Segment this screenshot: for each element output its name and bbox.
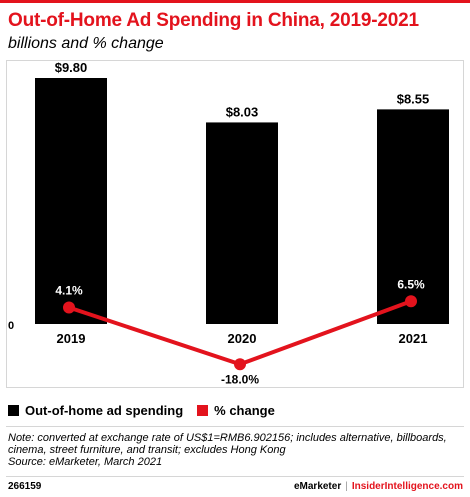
brand-emarketer[interactable]: eMarketer [293, 481, 342, 492]
bar [206, 122, 278, 325]
chart-id: 266159 [8, 481, 42, 492]
source-text: Source: eMarketer, March 2021 [8, 456, 163, 468]
legend-item-change: % change [197, 403, 275, 418]
zero-axis-label: 0 [8, 320, 14, 332]
bar-value-label: $9.80 [55, 60, 88, 75]
divider [6, 426, 464, 427]
legend-label-change: % change [214, 403, 275, 418]
legend-swatch-change [197, 405, 209, 416]
change-point [234, 358, 246, 371]
divider [6, 476, 464, 477]
legend-item-spending: Out-of-home ad spending [8, 403, 183, 418]
footer-brand: eMarketer | InsiderIntelligence.com [294, 481, 463, 492]
category-label: 2020 [228, 331, 257, 346]
legend: Out-of-home ad spending % change [8, 403, 289, 418]
change-value-label: -18.0% [221, 372, 259, 386]
chart-title: Out-of-Home Ad Spending in China, 2019-2… [8, 10, 419, 31]
change-point [63, 301, 75, 314]
change-point [405, 295, 417, 308]
brand-insiderintelligence[interactable]: InsiderIntelligence.com [351, 481, 463, 492]
notes: Note: converted at exchange rate of US$1… [8, 432, 463, 468]
chart-subtitle: billions and % change [8, 35, 164, 52]
plot-frame [6, 60, 464, 388]
bar-value-label: $8.55 [397, 91, 430, 106]
legend-label-spending: Out-of-home ad spending [25, 403, 184, 418]
brand-separator: | [345, 481, 348, 492]
category-label: 2021 [399, 331, 428, 346]
category-label: 2019 [57, 331, 86, 346]
change-value-label: 4.1% [55, 283, 83, 297]
top-accent-bar [0, 0, 470, 3]
bar-value-label: $8.03 [226, 104, 259, 119]
note-text: Note: converted at exchange rate of US$1… [8, 432, 447, 456]
bar [377, 109, 449, 324]
bar [35, 78, 107, 324]
legend-swatch-spending [8, 405, 19, 416]
change-value-label: 6.5% [397, 277, 425, 291]
